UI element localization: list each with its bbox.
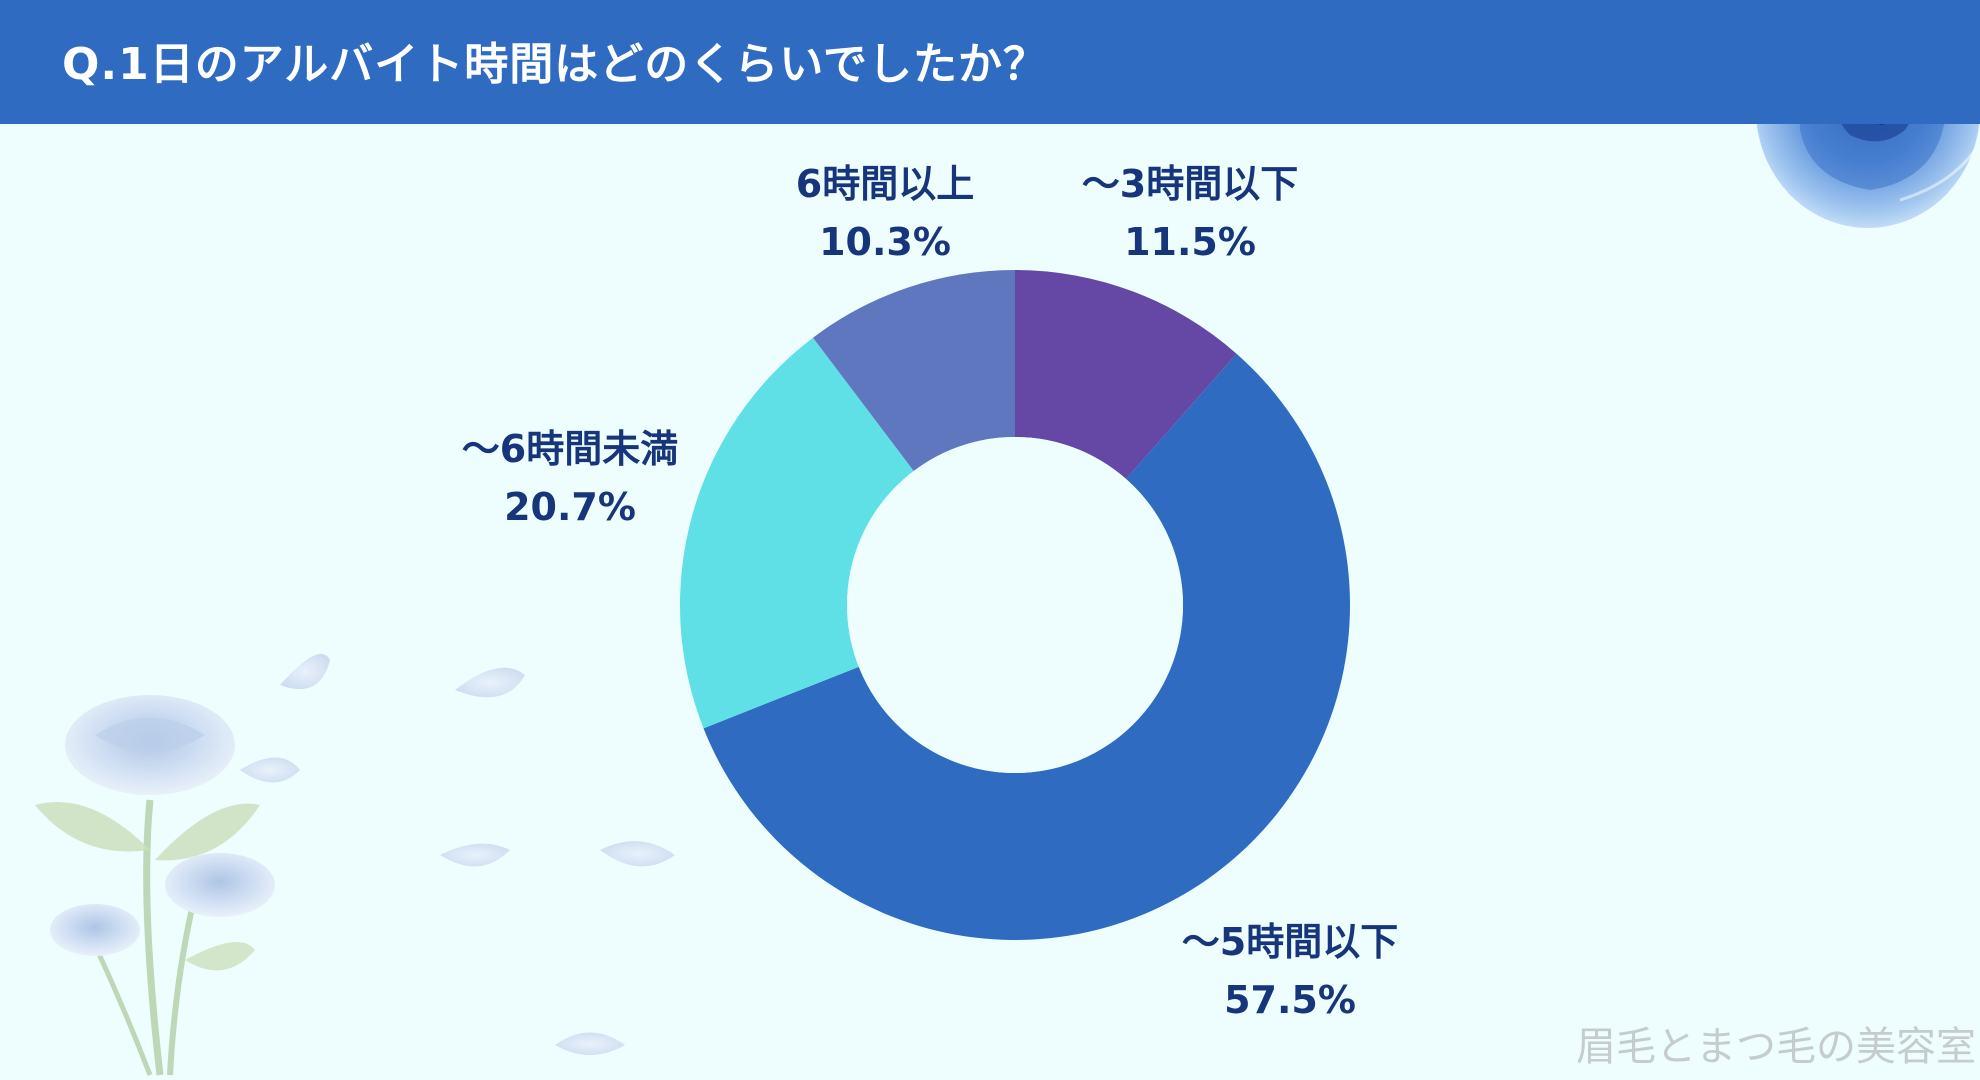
- floating-petals-icon: [240, 653, 675, 1055]
- slice-label-6h-or-more: 6時間以上 10.3%: [735, 155, 1035, 271]
- slice-label-value: 10.3%: [819, 220, 951, 264]
- slice-label-value: 20.7%: [504, 485, 636, 529]
- slice-label-value: 11.5%: [1124, 220, 1256, 264]
- slice-label-name: ～3時間以下: [1081, 162, 1299, 206]
- slice-label-name: ～5時間以下: [1181, 920, 1399, 964]
- slice-label-up-to-5h: ～5時間以下 57.5%: [1140, 913, 1440, 1029]
- slice-label-up-to-3h: ～3時間以下 11.5%: [1040, 155, 1340, 271]
- slice-label-name: ～6時間未満: [461, 427, 679, 471]
- page-title: Q.1日のアルバイト時間はどのくらいでしたか？: [62, 39, 1048, 90]
- slice-label-name: 6時間以上: [795, 162, 975, 206]
- donut-hole: [847, 437, 1183, 773]
- donut-slice-1: [703, 353, 1350, 941]
- pale-rose-bouquet-icon: [35, 695, 275, 1076]
- donut-slice-0: [1015, 270, 1237, 479]
- slice-label-value: 57.5%: [1224, 978, 1356, 1022]
- watermark: 眉毛とまつ毛の美容室: [1576, 1024, 1976, 1070]
- slice-label-under-6h: ～6時間未満 20.7%: [420, 420, 720, 536]
- donut-slice-2: [680, 337, 914, 729]
- donut-slice-3: [813, 270, 1015, 471]
- header-bar: Q.1日のアルバイト時間はどのくらいでしたか？: [0, 0, 1980, 124]
